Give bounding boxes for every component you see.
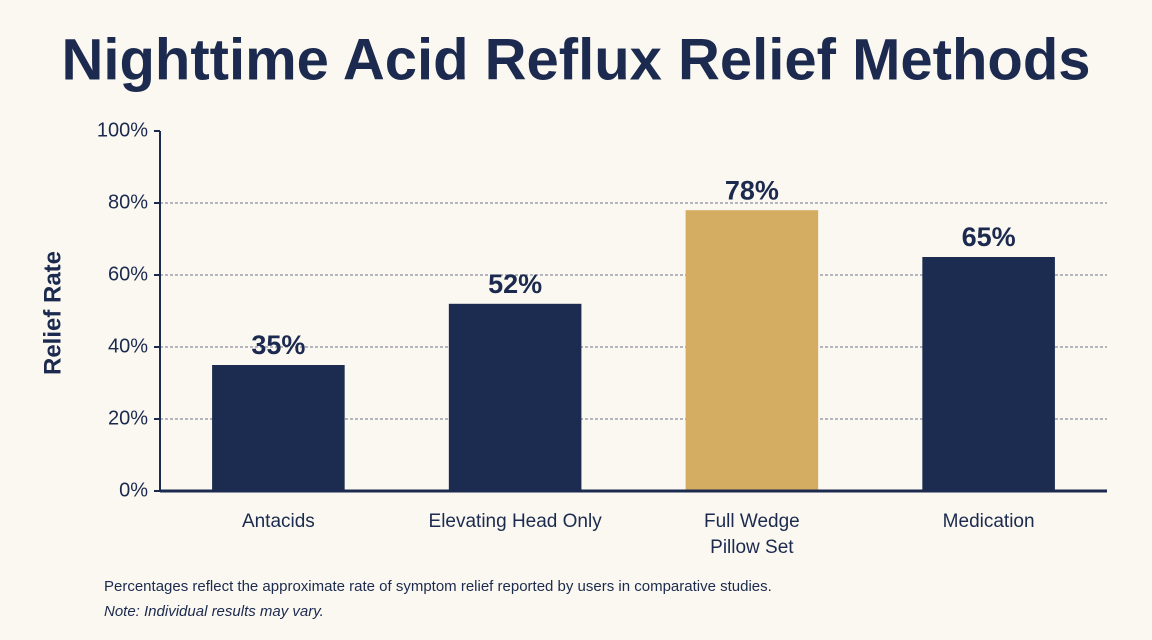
bar	[922, 257, 1055, 491]
x-tick-label: Antacids	[241, 511, 315, 532]
footnote: Percentages reflect the approximate rate…	[104, 578, 772, 595]
value-label: 78%	[725, 175, 779, 205]
bar	[212, 365, 345, 491]
value-label: 65%	[962, 222, 1016, 252]
y-tick-label: 40%	[108, 335, 148, 357]
y-tick-label: 0%	[119, 479, 148, 501]
footnote: Note: Individual results may vary.	[104, 603, 324, 620]
value-label: 35%	[251, 330, 305, 360]
y-axis-label: Relief Rate	[39, 251, 66, 375]
chart-title: Nighttime Acid Reflux Relief Methods	[61, 27, 1090, 92]
x-tick-label: Medication	[942, 511, 1035, 532]
x-tick-label: Elevating Head Only	[428, 511, 602, 532]
y-tick-label: 20%	[108, 407, 148, 429]
bar	[448, 303, 582, 491]
y-tick-label: 100%	[97, 119, 148, 141]
bar	[685, 210, 819, 491]
y-tick-label: 80%	[108, 191, 148, 213]
x-tick-label: Full Wedge Pillow Set	[703, 511, 800, 558]
y-tick-label: 60%	[108, 263, 148, 285]
value-label: 52%	[488, 269, 542, 299]
